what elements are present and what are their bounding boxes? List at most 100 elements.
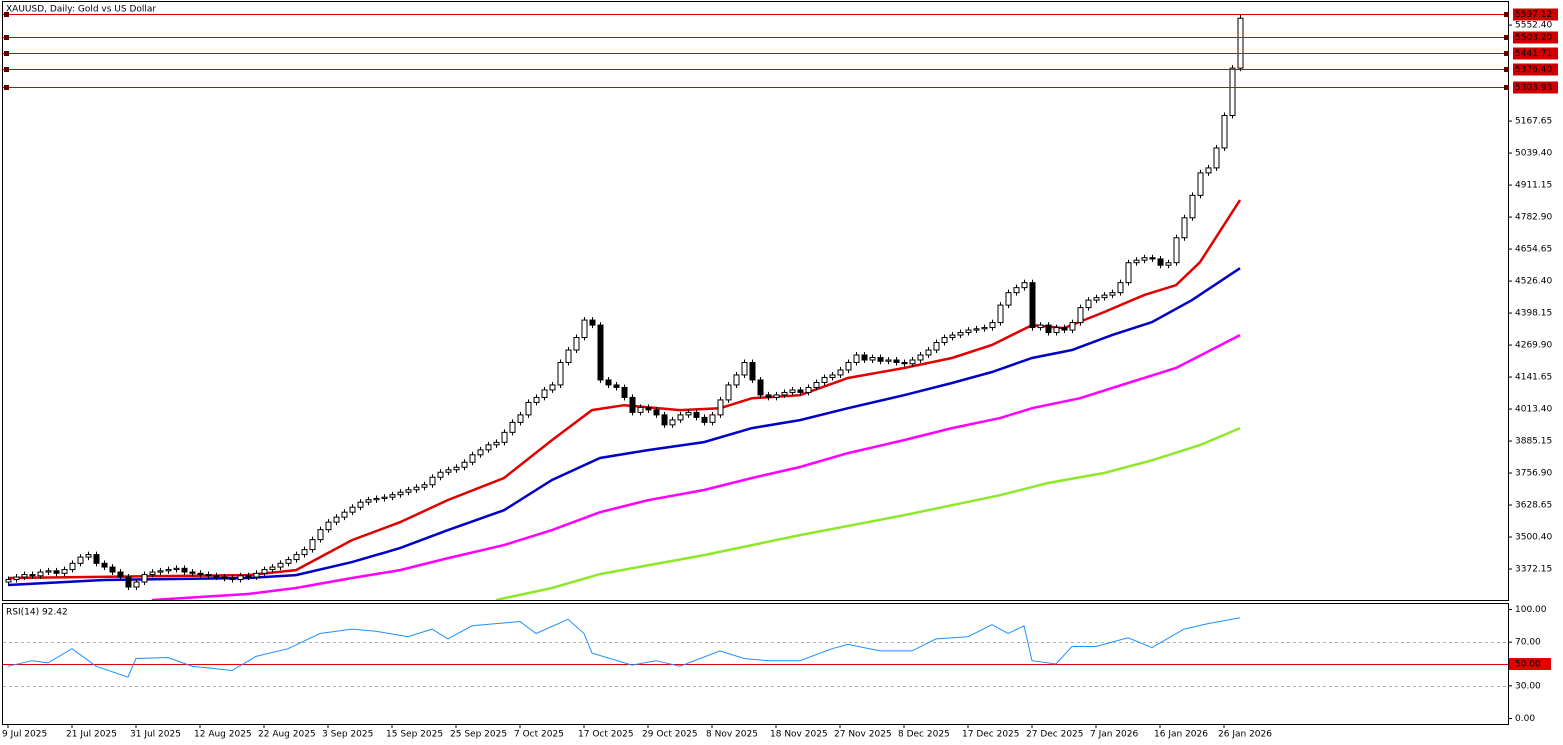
price-level-handle xyxy=(1504,51,1509,56)
candle-body xyxy=(781,391,788,396)
candle-body xyxy=(845,361,852,371)
candle-body xyxy=(181,567,188,573)
candle-body xyxy=(741,361,748,376)
candle-body xyxy=(357,501,364,508)
candle-body xyxy=(261,569,268,574)
candle-body xyxy=(165,569,172,572)
candle-body xyxy=(101,562,108,568)
candle-body xyxy=(573,337,580,351)
candle-body xyxy=(485,444,492,451)
candle-body xyxy=(813,381,820,388)
candle-body xyxy=(853,354,860,363)
candle-body xyxy=(989,322,996,329)
moving-average xyxy=(495,426,1241,600)
candle-body xyxy=(1237,17,1244,69)
candle-body xyxy=(1101,294,1108,299)
candle-body xyxy=(965,329,972,334)
candle-body xyxy=(941,337,948,344)
candle-body xyxy=(501,431,508,443)
candle-body xyxy=(309,539,316,551)
candle-body xyxy=(445,469,452,473)
x-tick-label: 29 Oct 2025 xyxy=(642,730,698,740)
price-level-label: 5441.71 xyxy=(1515,49,1552,59)
x-tick-label: 17 Oct 2025 xyxy=(578,730,634,740)
candle-body xyxy=(1221,115,1228,149)
candle-body xyxy=(453,466,460,471)
price-level-handle xyxy=(4,35,9,40)
y-tick-label: 0.00 xyxy=(1515,714,1535,724)
price-level-label: 5597.12 xyxy=(1515,10,1552,20)
candle-body xyxy=(757,379,764,396)
x-tick-label: 3 Sep 2025 xyxy=(322,730,373,740)
candle-body xyxy=(597,324,604,381)
x-tick-label: 27 Nov 2025 xyxy=(834,730,892,740)
chart-title: XAUUSD, Daily: Gold vs US Dollar xyxy=(6,5,156,15)
indicator-title: RSI(14) 92.42 xyxy=(6,608,68,618)
candle-body xyxy=(645,406,652,411)
price-level-label: 5376.40 xyxy=(1515,65,1552,75)
candle-body xyxy=(1013,287,1020,294)
candle-body xyxy=(437,471,444,478)
candle-body xyxy=(1181,217,1188,239)
x-tick-label: 7 Oct 2025 xyxy=(514,730,564,740)
price-level-label: 5303.93 xyxy=(1515,83,1552,93)
y-tick-label: 3372.15 xyxy=(1515,565,1552,575)
candle-body xyxy=(797,389,804,393)
candle-body xyxy=(925,349,932,356)
price-level-label: 5503.20 xyxy=(1515,33,1552,43)
rsi-line xyxy=(7,617,1241,678)
candle-body xyxy=(157,570,164,573)
candle-body xyxy=(1189,194,1196,219)
y-tick-label: 5039.40 xyxy=(1515,149,1552,159)
candle-body xyxy=(517,414,524,423)
candle-body xyxy=(685,411,692,416)
candle-body xyxy=(109,566,116,573)
candle-body xyxy=(229,577,236,581)
candle-body xyxy=(701,416,708,423)
candle-body xyxy=(117,571,124,578)
candle-body xyxy=(933,342,940,351)
candle-body xyxy=(205,574,212,577)
y-tick-label: 5167.65 xyxy=(1515,117,1552,127)
candle-body xyxy=(901,361,908,365)
x-tick-label: 26 Jan 2026 xyxy=(1218,730,1272,740)
candle-body xyxy=(717,399,724,416)
candle-body xyxy=(773,394,780,398)
candle-body xyxy=(1037,324,1044,329)
y-tick-label: 4911.15 xyxy=(1515,181,1552,191)
candle-body xyxy=(189,571,196,574)
candle-body xyxy=(885,359,892,362)
candle-body xyxy=(13,576,20,581)
candle-body xyxy=(1205,167,1212,174)
candle-body xyxy=(981,327,988,330)
x-tick-label: 25 Sep 2025 xyxy=(450,730,507,740)
price-level-label-box xyxy=(1513,81,1558,94)
y-tick-label: 50.00 xyxy=(1515,660,1541,670)
candle-body xyxy=(93,554,100,564)
candle-body xyxy=(45,570,52,573)
candle-body xyxy=(61,569,68,574)
candle-body xyxy=(629,396,636,413)
y-tick-label: 5552.40 xyxy=(1515,21,1552,31)
candle-body xyxy=(973,328,980,331)
candle-body xyxy=(301,549,308,556)
y-tick-label: 4654.65 xyxy=(1515,245,1552,255)
candle-body xyxy=(509,421,516,433)
price-level-handle xyxy=(4,51,9,56)
x-tick-label: 12 Aug 2025 xyxy=(194,730,252,740)
price-level-handle xyxy=(1504,67,1509,72)
candle-body xyxy=(1093,297,1100,301)
candle-body xyxy=(581,319,588,339)
candle-body xyxy=(293,554,300,561)
candle-body xyxy=(1197,172,1204,196)
candle-body xyxy=(493,441,500,446)
candle-body xyxy=(37,571,44,577)
candle-body xyxy=(1141,257,1148,261)
candle-body xyxy=(1077,307,1084,324)
candle-body xyxy=(1053,327,1060,334)
candle-body xyxy=(325,521,332,531)
candle-body xyxy=(477,449,484,456)
candle-body xyxy=(221,576,228,579)
candle-body xyxy=(693,411,700,418)
y-tick-label: 4141.65 xyxy=(1515,373,1552,383)
